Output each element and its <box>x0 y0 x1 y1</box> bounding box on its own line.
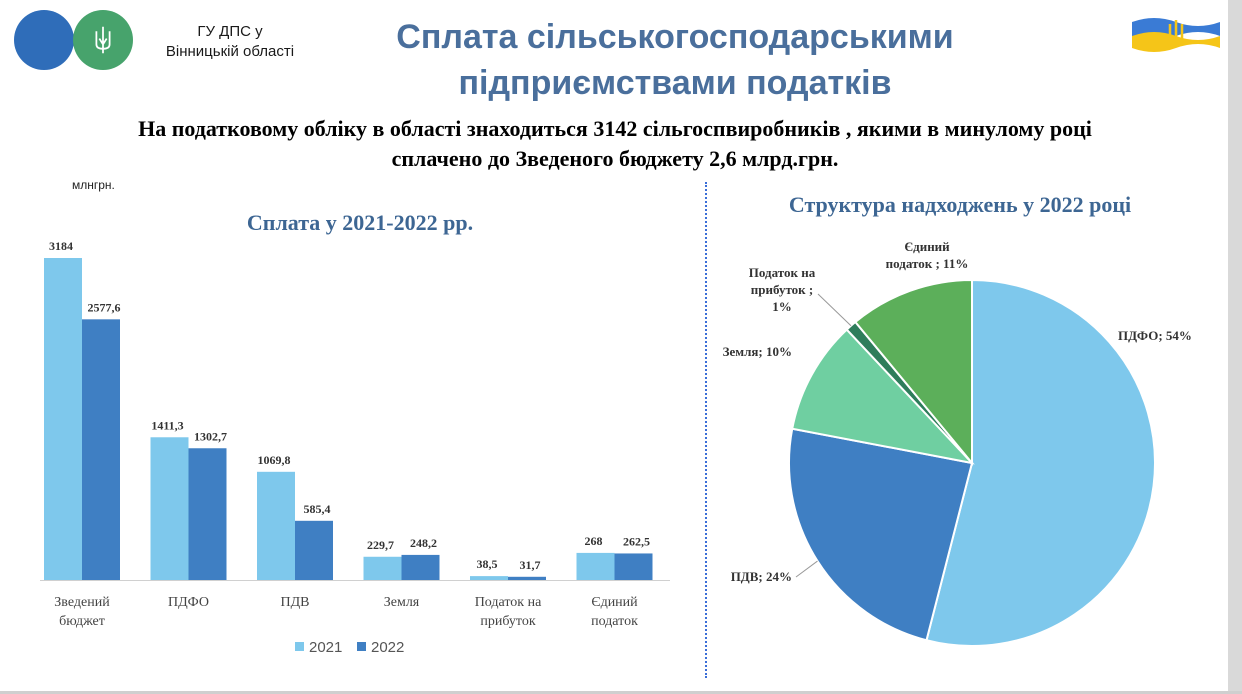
pie-chart-title: Структура надходжень у 2022 році <box>788 192 1132 217</box>
org-name: ГУ ДПС у Вінницькій області <box>150 22 310 62</box>
slice-label-0: ПДФО; 54% <box>1118 328 1192 343</box>
data-label: 1411,3 <box>151 418 183 432</box>
category-label: Єдиний <box>591 595 638 610</box>
pie-slice-4 <box>853 278 973 466</box>
legend-swatch-2022 <box>357 642 366 651</box>
bar-2021-4 <box>470 576 508 580</box>
legend-label-2022: 2022 <box>371 639 404 656</box>
data-label: 262,5 <box>623 534 650 548</box>
bar-2022-1 <box>188 448 227 580</box>
page-edge-bottom <box>0 691 1242 694</box>
bar-2021-2 <box>257 471 295 580</box>
trident-icon <box>95 26 111 54</box>
leader-line <box>795 560 818 578</box>
category-label: Податок на <box>475 595 542 610</box>
bar-chart-title: Сплата у 2021-2022 рр. <box>246 210 474 235</box>
summary-line-2: сплачено до Зведеного бюджету 2,6 млрд.г… <box>391 146 839 171</box>
category-label: ПДФО <box>168 595 209 610</box>
slice-label-2: Земля; 10% <box>723 344 792 359</box>
bar-chart: 3184 2577,6 Зведений бюджет 1411,3 1302,7 ПДФО… <box>40 239 670 656</box>
data-label: 268 <box>585 534 603 548</box>
data-label: 585,4 <box>304 502 331 516</box>
data-label: 31,7 <box>520 558 541 572</box>
data-label: 38,5 <box>477 557 498 571</box>
slice-label-3: Податок на <box>749 265 816 280</box>
category-label: прибуток <box>480 614 536 629</box>
emblem-blue-logo <box>14 10 74 70</box>
data-label: 3184 <box>49 239 73 253</box>
data-label: 1069,8 <box>258 453 291 467</box>
bar-2021-5 <box>576 552 615 580</box>
leader-line <box>817 293 852 327</box>
data-label: 248,2 <box>410 536 437 550</box>
data-label: 1302,7 <box>194 429 227 443</box>
unit-label: млнгрн. <box>72 178 115 192</box>
slice-label-1: ПДВ; 24% <box>731 569 792 584</box>
bar-2022-5 <box>614 553 653 580</box>
pie-slice-1 <box>788 427 974 642</box>
category-label: Земля <box>384 595 420 610</box>
org-line-1: ГУ ДПС у <box>197 23 263 40</box>
dotted-divider <box>705 182 707 678</box>
data-label: 2577,6 <box>88 300 121 314</box>
slice-label-3: 1% <box>772 299 792 314</box>
page-edge <box>1228 0 1242 694</box>
bar-2021-0 <box>44 258 82 580</box>
category-label: ПДВ <box>281 595 310 610</box>
slice-label-4: податок ; 11% <box>886 256 969 271</box>
pie-slice-2 <box>791 328 975 465</box>
summary-line-1: На податковому обліку в області знаходит… <box>138 116 1092 141</box>
slice-label-3: прибуток ; <box>751 282 814 297</box>
pie-slice-0 <box>925 278 1156 647</box>
page-title: Сплата сільськогосподарськими підприємст… <box>330 14 1020 106</box>
legend-label-2021: 2021 <box>309 639 342 656</box>
title-line-1: Сплата сільськогосподарськими <box>396 18 954 56</box>
org-line-2: Вінницькій області <box>165 43 295 60</box>
bar-2022-2 <box>295 520 333 580</box>
category-label: бюджет <box>59 614 105 629</box>
legend-swatch-2021 <box>295 642 304 651</box>
bar-2022-4 <box>508 576 546 580</box>
bar-2022-0 <box>82 319 120 580</box>
bar-2021-1 <box>150 437 189 580</box>
slice-label-4: Єдиний <box>904 239 950 254</box>
category-label: податок <box>591 614 638 629</box>
summary-text: На податковому обліку в області знаходит… <box>30 114 1200 174</box>
bar-2022-3 <box>401 554 440 580</box>
ukraine-flag-logo <box>1132 18 1220 52</box>
title-line-2: підприємствами податків <box>458 64 892 102</box>
data-label: 229,7 <box>367 538 394 552</box>
trident-logo <box>73 10 133 70</box>
category-label: Зведений <box>54 595 110 610</box>
bar-2021-3 <box>363 556 402 580</box>
